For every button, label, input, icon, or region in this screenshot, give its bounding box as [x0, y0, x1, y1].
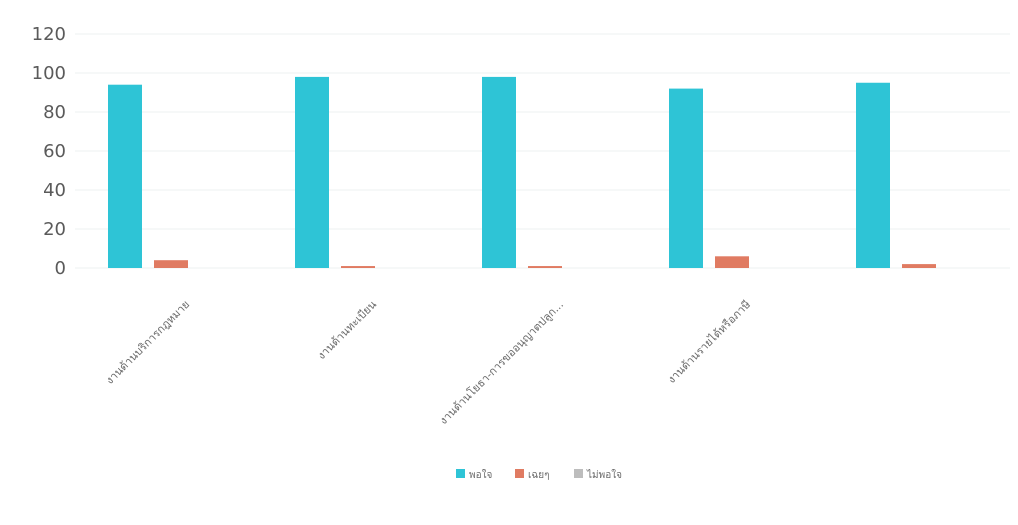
bar-satisfied-0 [108, 84, 142, 268]
x-tick-label: งานด้านบริการกฎหมาย [103, 298, 192, 387]
y-tick-label: 100 [32, 63, 66, 84]
x-tick-label: งานด้านรายได้หรือภาษี [665, 298, 753, 386]
x-axis-ticks: งานด้านบริการกฎหมาย งานด้านทะเบียน งานด้าน… [103, 297, 753, 427]
bar-neutral-2 [528, 266, 562, 268]
y-tick-label: 120 [32, 24, 66, 45]
legend-swatch [515, 469, 524, 478]
legend-label: เฉยๆ [528, 470, 549, 481]
bar-neutral-0 [154, 260, 188, 268]
y-tick-label: 20 [43, 219, 66, 240]
y-tick-label: 40 [43, 180, 66, 201]
y-tick-label: 0 [55, 258, 66, 279]
bar-satisfied-1 [295, 76, 329, 269]
bar-neutral-3 [715, 256, 749, 268]
legend-label: ไม่พอใจ [586, 469, 622, 481]
y-tick-label: 80 [43, 102, 66, 123]
bar-satisfied-4 [856, 82, 890, 268]
legend: พอใจ เฉยๆ ไม่พอใจ [456, 469, 622, 481]
x-tick-label: งานด้านทะเบียน [315, 298, 380, 363]
bar-neutral-4 [902, 264, 936, 268]
gridlines [75, 33, 1010, 269]
legend-swatch [574, 469, 583, 478]
y-axis-ticks: 0 20 40 60 80 100 120 [32, 24, 66, 279]
bar-satisfied-3 [669, 88, 703, 268]
x-tick-label: งานด้านโยธา-การขออนุญาตปลูก... [436, 297, 566, 427]
legend-label: พอใจ [469, 469, 492, 481]
bars [108, 76, 936, 269]
bar-satisfied-2 [482, 76, 516, 269]
y-tick-label: 60 [43, 141, 66, 162]
legend-swatch [456, 469, 465, 478]
bar-neutral-1 [341, 266, 375, 268]
